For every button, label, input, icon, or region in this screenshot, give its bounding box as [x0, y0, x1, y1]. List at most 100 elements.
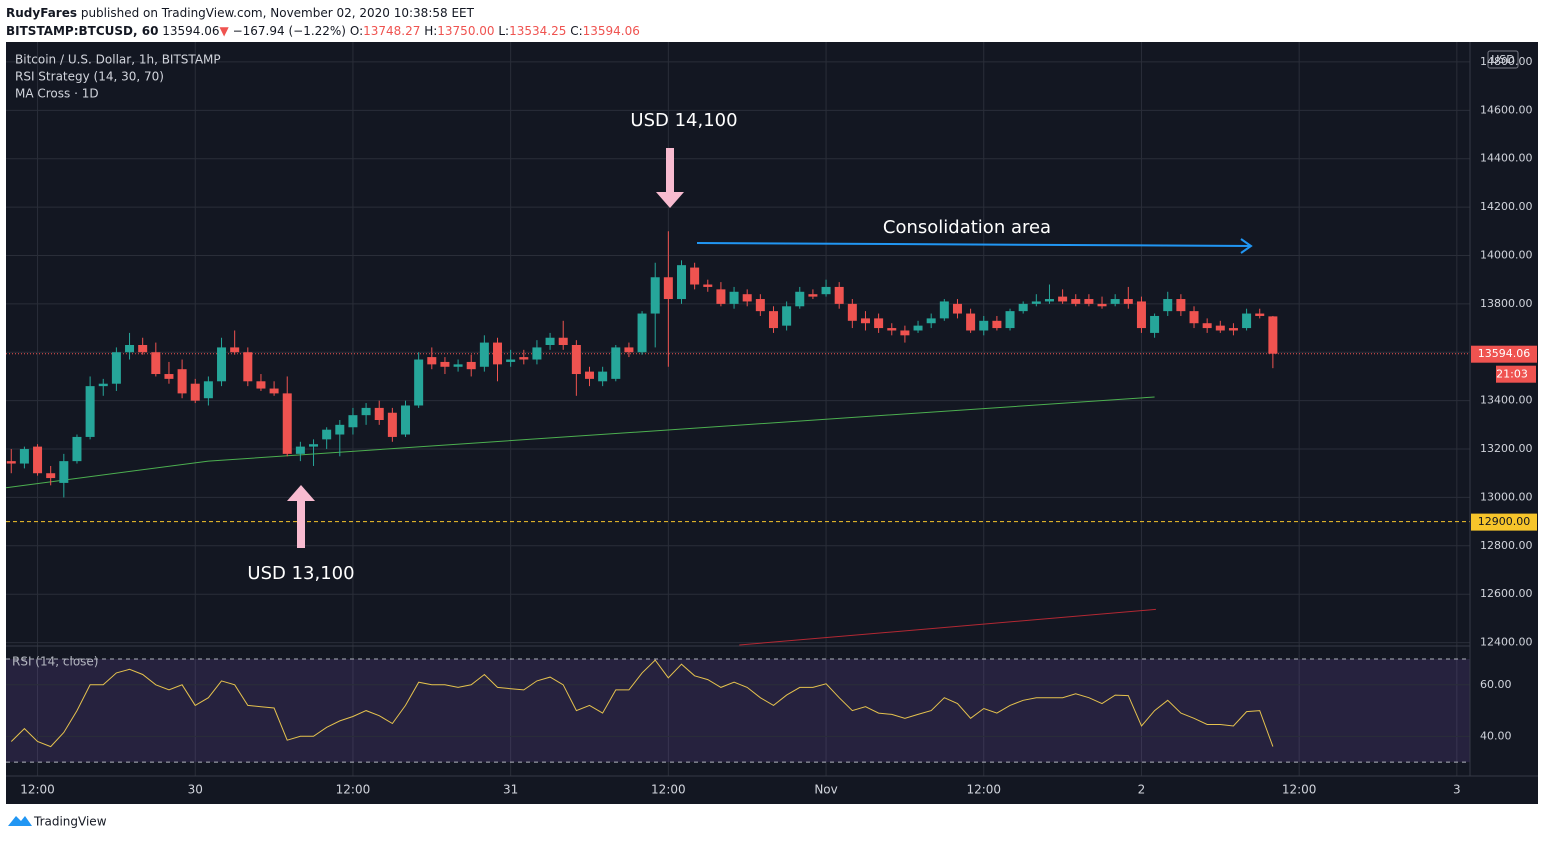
- candle-body: [440, 361, 450, 367]
- ohlc-value: 13748.27: [363, 24, 421, 38]
- candle-body: [834, 286, 844, 304]
- candle-body: [190, 383, 200, 401]
- candle-body: [926, 318, 936, 324]
- candle-body: [860, 318, 870, 324]
- x-tick-label: Nov: [814, 783, 837, 797]
- candle-body: [979, 320, 989, 331]
- candle-body: [676, 265, 686, 300]
- candle-body: [1150, 315, 1160, 333]
- ohlc-value: 13750.00: [437, 24, 495, 38]
- candle-body: [637, 313, 647, 353]
- ma-line: [739, 608, 1156, 646]
- rsi-band: [6, 659, 1470, 763]
- author: RudyFares: [6, 6, 77, 20]
- y-tick-label: 14400.00: [1480, 152, 1533, 165]
- header: RudyFares published on TradingView.com, …: [6, 4, 640, 40]
- last-price: 13594.06: [162, 24, 220, 38]
- candle-body: [335, 424, 345, 435]
- candle-body: [1176, 299, 1186, 312]
- indicator-label: RSI Strategy (14, 30, 70): [15, 70, 164, 84]
- candle-body: [374, 407, 384, 420]
- ohlc-label: C:: [570, 24, 583, 38]
- x-tick-label: 2: [1138, 783, 1146, 797]
- currency-box: [1487, 50, 1519, 69]
- candle-body: [1163, 299, 1173, 312]
- candle-body: [203, 381, 213, 399]
- arrow-down: [656, 148, 684, 208]
- y-tick-label: 14800.00: [1480, 55, 1533, 68]
- candle-body: [59, 461, 69, 483]
- candle-body: [1189, 311, 1199, 324]
- candle-body: [939, 301, 949, 319]
- price-label-box: [1471, 345, 1537, 363]
- candle-body: [519, 357, 529, 360]
- x-tick-label: 3: [1453, 783, 1461, 797]
- candle-body: [663, 277, 673, 300]
- candle-body: [690, 267, 700, 285]
- annotation: USD 14,100: [630, 110, 737, 131]
- header-line: RudyFares published on TradingView.com, …: [6, 4, 640, 22]
- candle-body: [1136, 301, 1146, 329]
- candle-body: [1097, 303, 1107, 307]
- candle-body: [742, 294, 752, 302]
- indicator-label: MA Cross · 1D: [15, 87, 99, 101]
- rsi-title: RSI (14, close): [12, 655, 98, 669]
- x-tick-label: 12:00: [20, 783, 55, 797]
- plot: [5, 231, 1470, 748]
- candle-body: [1031, 301, 1041, 304]
- candle-body: [650, 277, 660, 314]
- candle-body: [598, 371, 608, 382]
- candle-body: [164, 374, 174, 379]
- candle-body: [217, 347, 227, 382]
- rsi-line: [10, 659, 1274, 748]
- candle-body: [309, 444, 319, 447]
- candle-body: [716, 289, 726, 304]
- candle-body: [1202, 323, 1212, 329]
- ohlc-value: 13534.25: [509, 24, 567, 38]
- candle-body: [532, 347, 542, 360]
- x-tick-label: 30: [188, 783, 203, 797]
- ohlc: O:13748.27 H:13750.00 L:13534.25 C:13594…: [346, 24, 640, 38]
- candle-body: [19, 449, 29, 464]
- candle-body: [1018, 303, 1028, 312]
- x-tick-label: 12:00: [651, 783, 686, 797]
- candle-body: [1242, 313, 1252, 329]
- y-tick-label: 13000.00: [1480, 490, 1533, 503]
- candle-body: [1005, 311, 1015, 329]
- brand-logo: [8, 816, 32, 826]
- y-tick-label: 12400.00: [1480, 636, 1533, 649]
- y-tick-label: 14000.00: [1480, 248, 1533, 261]
- candle-body: [1058, 296, 1068, 302]
- candle-body: [243, 352, 253, 382]
- candle-body: [808, 294, 818, 297]
- candle-body: [1071, 299, 1081, 304]
- candle-body: [348, 415, 358, 428]
- candle-body: [847, 303, 857, 321]
- candle-body: [1268, 316, 1278, 354]
- candle-body: [33, 446, 43, 474]
- ohlc-label: L:: [498, 24, 510, 38]
- header-line: BITSTAMP:BTCUSD, 60 13594.06▼ −167.94 (−…: [6, 22, 640, 40]
- candle-body: [874, 318, 884, 329]
- price-label: 13594.06: [1478, 347, 1531, 360]
- x-tick-label: 12:00: [966, 783, 1001, 797]
- y-tick-label: 14200.00: [1480, 200, 1533, 213]
- candle-body: [125, 345, 135, 353]
- candle-body: [138, 345, 148, 353]
- candle-body: [768, 311, 778, 329]
- candle-body: [611, 347, 621, 379]
- ma-line: [5, 396, 1155, 489]
- ohlc-value: 13594.06: [582, 24, 640, 38]
- y-tick-label: 13800.00: [1480, 297, 1533, 310]
- candle-body: [177, 369, 187, 394]
- candle-body: [900, 330, 910, 336]
- candle-body: [453, 364, 463, 367]
- price-label: 12900.00: [1478, 515, 1531, 528]
- candle-body: [966, 313, 976, 331]
- candle-body: [1123, 299, 1133, 304]
- candle-body: [782, 306, 792, 326]
- candle-body: [1215, 325, 1225, 331]
- ohlc-label: O:: [349, 24, 364, 38]
